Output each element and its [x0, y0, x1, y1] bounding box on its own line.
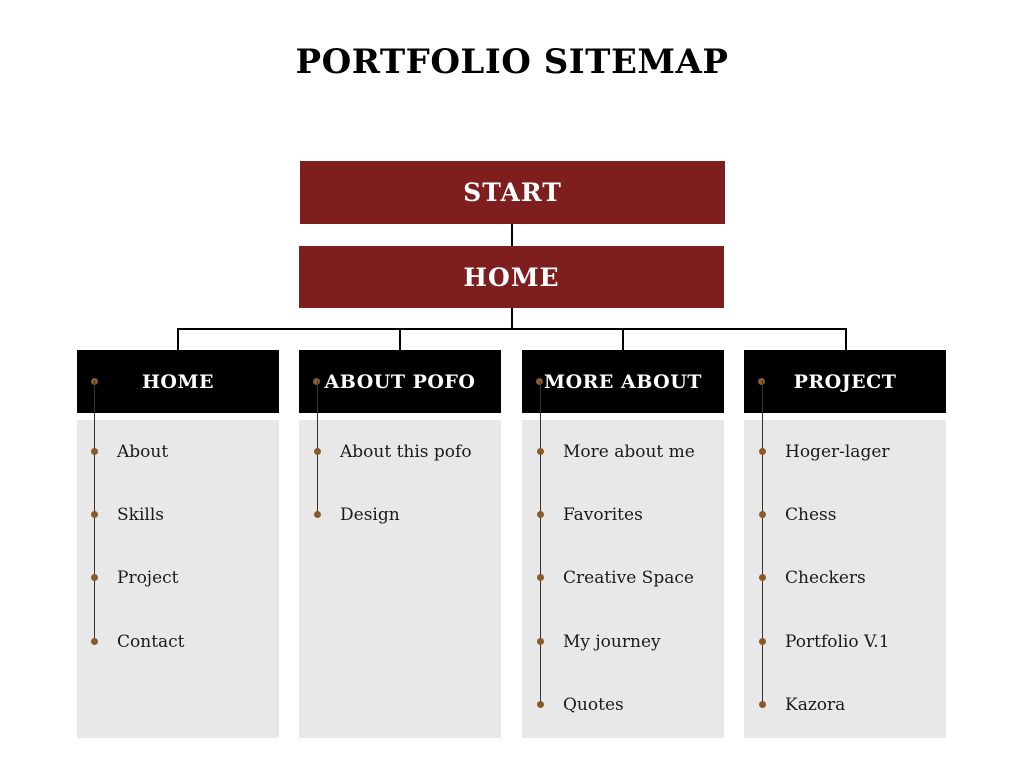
list-item-label: More about me: [563, 442, 695, 462]
column-panel-about-pofo: [299, 420, 501, 738]
header-bullet-icon: [536, 378, 543, 385]
list-item-label: Chess: [785, 505, 837, 525]
home-root-node-label: HOME: [463, 262, 560, 292]
bullet-icon: [314, 448, 321, 455]
column-header-label: PROJECT: [793, 370, 897, 393]
bullet-icon: [537, 574, 544, 581]
bullet-icon: [91, 638, 98, 645]
list-item-label: Hoger-lager: [785, 442, 890, 462]
bullet-icon: [759, 574, 766, 581]
list-item-label: Creative Space: [563, 568, 694, 588]
column-header-more-about: MORE ABOUT: [522, 350, 724, 413]
list-item-label: Project: [117, 568, 179, 588]
header-bullet-icon: [758, 378, 765, 385]
list-item-label: Kazora: [785, 695, 846, 715]
list-item-label: Portfolio V.1: [785, 632, 890, 652]
bullet-icon: [91, 448, 98, 455]
start-node: START: [300, 161, 725, 224]
bullet-icon: [537, 638, 544, 645]
column-panel-home: [77, 420, 279, 738]
bullet-icon: [759, 638, 766, 645]
column-header-home: HOME: [77, 350, 279, 413]
list-item-label: Favorites: [563, 505, 643, 525]
column-header-label: ABOUT POFO: [324, 370, 476, 393]
list-item-label: About this pofo: [340, 442, 472, 462]
column-header-label: HOME: [141, 370, 215, 393]
home-root-node: HOME: [299, 246, 724, 308]
bullet-icon: [537, 448, 544, 455]
bullet-icon: [91, 574, 98, 581]
sitemap-title: PORTFOLIO SITEMAP: [295, 42, 729, 82]
list-item-label: Design: [340, 505, 400, 525]
list-item-label: Contact: [117, 632, 185, 652]
list-item-label: Quotes: [563, 695, 624, 715]
header-bullet-icon: [313, 378, 320, 385]
start-node-label: START: [463, 178, 562, 207]
bullet-icon: [537, 511, 544, 518]
bullet-icon: [91, 511, 98, 518]
list-item-label: Checkers: [785, 568, 866, 588]
column-header-label: MORE ABOUT: [544, 370, 702, 393]
column-header-about-pofo: ABOUT POFO: [299, 350, 501, 413]
list-item-label: Skills: [117, 505, 164, 525]
list-item-label: About: [117, 442, 169, 462]
bullet-icon: [314, 511, 321, 518]
bullet-icon: [537, 701, 544, 708]
bullet-icon: [759, 448, 766, 455]
column-header-project: PROJECT: [744, 350, 946, 413]
column-panel-project: [744, 420, 946, 738]
timeline-line-more-about: [540, 381, 541, 705]
list-item-label: My journey: [563, 632, 661, 652]
timeline-line-project: [762, 381, 763, 705]
bullet-icon: [759, 701, 766, 708]
column-panel-more-about: [522, 420, 724, 738]
bullet-icon: [759, 511, 766, 518]
